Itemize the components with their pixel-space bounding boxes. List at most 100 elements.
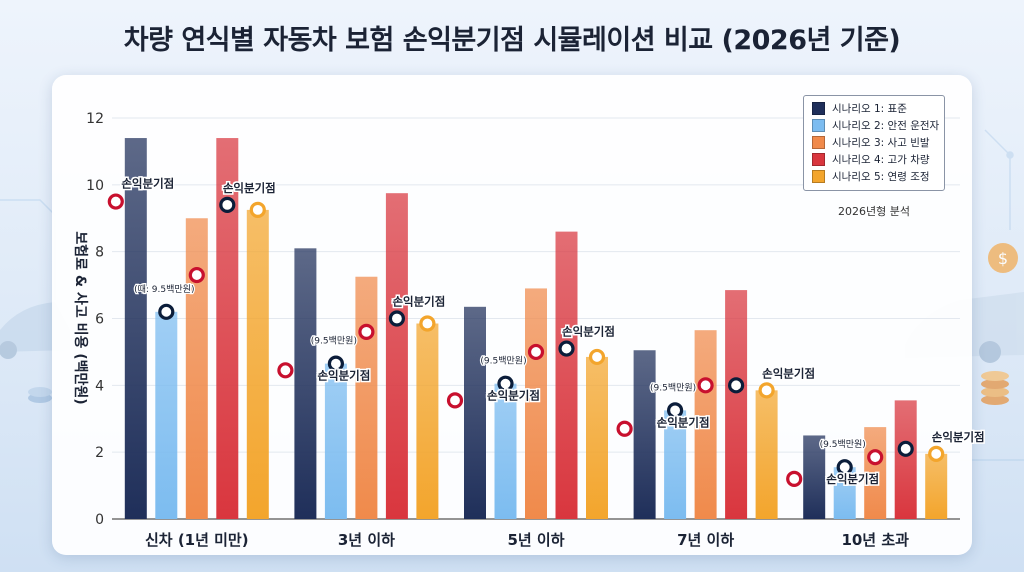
breakeven-marker [897,440,914,457]
breakeven-annotation: 손익분기점 [826,472,879,486]
breakeven-annotation: 손익분기점 [392,295,445,309]
breakeven-marker [188,266,205,284]
bar [725,290,748,519]
svg-text:$: $ [998,249,1008,268]
breakeven-value-annotation: (9.5백만원) [480,356,526,367]
legend-item-series-2: 시나리오 2: 안전 운전자 [812,117,944,134]
legend-label: 시나리오 3: 사고 빈발 [832,137,930,149]
coin-stack-icon [981,371,1009,405]
bar [464,306,486,519]
y-tick-label: 8 [95,245,104,261]
breakeven-marker [358,323,375,340]
bar [586,356,608,519]
breakeven-annotation: 손익분기점 [932,430,985,444]
breakeven-value-annotation: (9.5백만원) [311,336,357,347]
y-tick-label: 4 [95,378,104,394]
breakeven-marker [836,459,853,476]
bar [525,288,547,519]
breakeven-marker [786,470,803,487]
dollar-coin-icon: $ [988,243,1018,273]
legend-label: 시나리오 5: 연령 조정 [832,171,930,183]
breakeven-marker [249,201,266,218]
chart-legend: 시나리오 1: 표준 시나리오 2: 안전 운전자 시나리오 3: 사고 빈발 … [803,95,945,191]
breakeven-annotation: 손익분기점 [562,325,615,339]
bar [803,435,826,519]
breakeven-annotation: 손익분기점 [487,389,540,403]
x-tick-label: 5년 이하 [507,531,564,549]
y-tick-label: 10 [86,178,104,194]
bar [833,467,856,519]
breakeven-marker [446,392,464,409]
breakeven-annotation: 손익분기점 [121,177,174,191]
stacked-coins-left-icon [28,387,52,403]
x-tick-label: 10년 초과 [841,531,909,549]
x-tick-label: 신차 (1년 미만) [145,531,249,549]
y-tick-label: 12 [86,111,104,127]
legend-item-series-5: 시나리오 5: 연령 조정 [812,168,944,185]
breakeven-marker [928,445,945,462]
bar [494,383,517,519]
legend-swatch-series-4 [812,153,825,166]
bar [216,138,239,520]
legend-label: 시나리오 2: 안전 운전자 [832,120,940,132]
breakeven-value-annotation: (때: 9.5백만원) [134,284,194,295]
bar [385,193,408,519]
bar [755,390,778,519]
bar [633,350,656,519]
breakeven-value-annotation: (9.5백만원) [650,382,696,393]
bar [246,209,269,520]
bar [124,138,147,520]
chart-title: 차량 연식별 자동차 보험 손익분기점 시뮬레이션 비교 (2026년 기준) [123,25,901,56]
breakeven-marker [697,377,714,394]
bar [185,218,208,519]
breakeven-marker [327,355,344,372]
breakeven-marker [727,377,745,394]
bar [324,363,347,519]
bar [664,410,687,519]
breakeven-marker [616,420,633,437]
breakeven-marker [277,362,294,379]
bar [355,276,378,519]
breakeven-marker [867,449,884,466]
bar [555,231,578,519]
bar [694,330,717,519]
legend-label: 시나리오 4: 고가 차량 [832,154,930,166]
breakeven-marker [419,315,436,332]
y-axis-label: 보험료 & 사고 비용 (백만원) [72,231,89,404]
breakeven-marker [666,402,684,419]
legend-item-series-1: 시나리오 1: 표준 [812,100,944,117]
breakeven-annotation: 손익분기점 [657,415,710,429]
x-tick-label: 3년 이하 [338,531,395,549]
legend-swatch-series-1 [812,102,825,115]
bar [155,311,178,519]
breakeven-annotation: 손익분기점 [762,366,815,380]
breakeven-marker [527,343,545,361]
bar [864,427,887,519]
legend-swatch-series-2 [812,119,825,132]
x-tick-label: 7년 이하 [677,531,734,549]
breakeven-marker [107,193,124,210]
analysis-note: 2026년형 분석 [838,205,910,218]
bar [894,400,917,519]
bar [925,453,948,519]
bar [416,323,439,519]
legend-swatch-series-3 [812,136,825,149]
breakeven-marker [388,310,405,327]
y-tick-label: 0 [95,512,104,528]
breakeven-annotation: 손익분기점 [223,181,276,195]
legend-item-series-3: 시나리오 3: 사고 빈발 [812,134,944,151]
breakeven-marker [219,196,236,213]
bar [294,248,317,519]
breakeven-marker [558,340,575,357]
legend-label: 시나리오 1: 표준 [832,103,907,115]
y-tick-label: 6 [95,312,104,328]
breakeven-marker [158,303,175,320]
breakeven-annotation: 손익분기점 [317,369,370,383]
breakeven-marker [758,382,775,399]
breakeven-marker [588,348,606,366]
legend-item-series-4: 시나리오 4: 고가 차량 [812,151,944,168]
breakeven-value-annotation: (9.5백만원) [820,439,866,450]
breakeven-marker [497,375,514,392]
legend-swatch-series-5 [812,170,825,183]
